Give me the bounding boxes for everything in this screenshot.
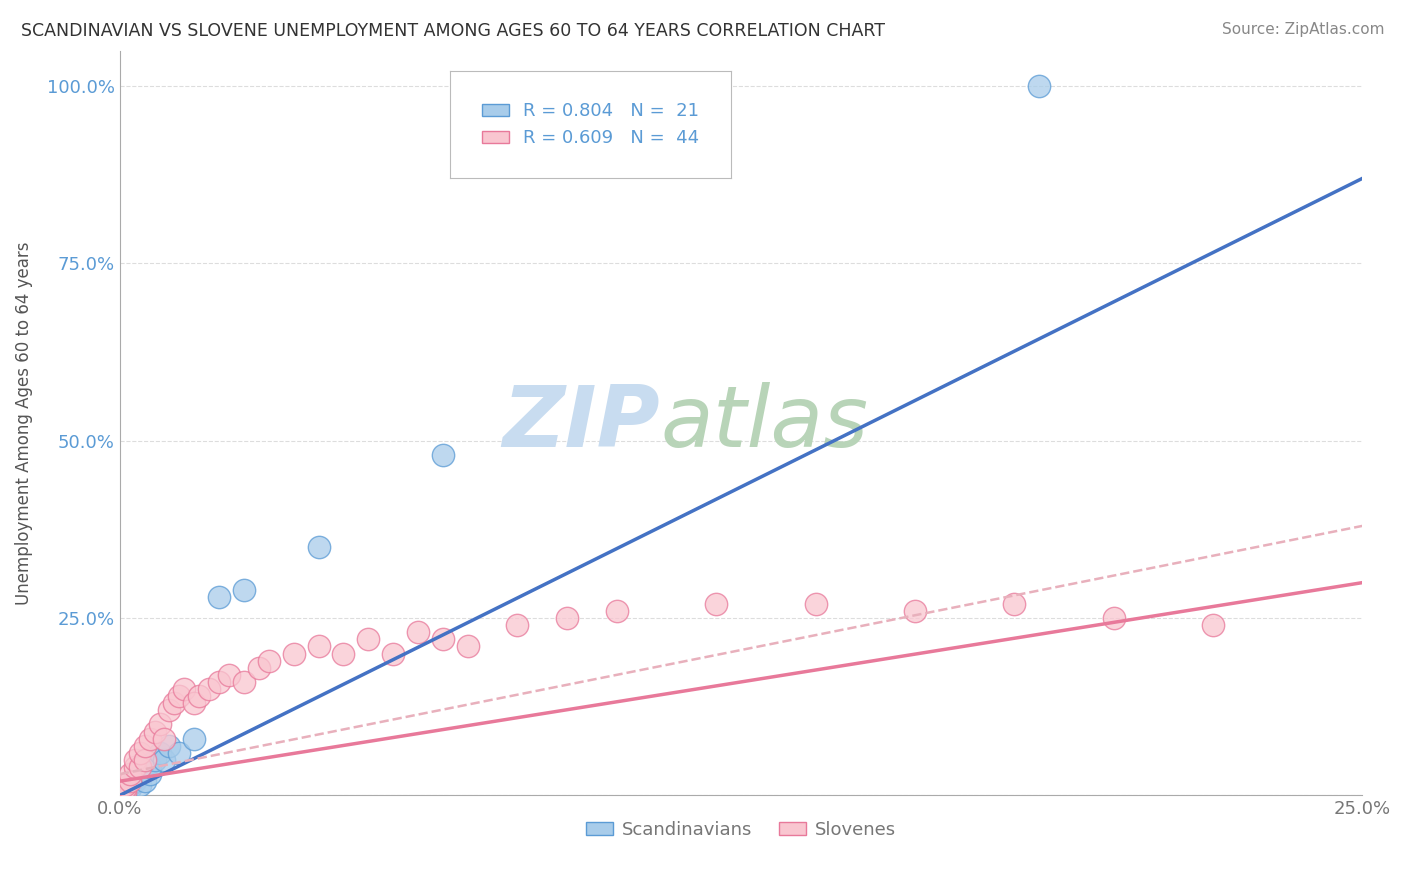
Point (308, 640, 330, 654)
Point (332, 647, 354, 661)
Point (153, 753, 176, 767)
Point (1004, 597, 1026, 611)
Point (128, 746, 150, 760)
Point (128, 760, 150, 774)
Point (704, 597, 727, 611)
Point (233, 582, 256, 597)
Point (138, 731, 160, 746)
Point (198, 681, 221, 696)
Point (283, 647, 305, 661)
Point (118, 774, 141, 789)
Point (169, 746, 191, 760)
Point (457, 640, 479, 654)
Point (233, 674, 256, 689)
Point (169, 689, 191, 703)
Point (114, 782, 136, 797)
Point (308, 540, 330, 554)
Point (1028, 79, 1050, 94)
Point (406, 625, 429, 640)
Point (138, 767, 160, 781)
Point (804, 597, 827, 611)
Point (208, 590, 231, 604)
Point (1102, 611, 1125, 625)
Point (134, 739, 156, 753)
Point (143, 753, 166, 767)
Point (159, 739, 181, 753)
Point (128, 778, 150, 792)
Point (257, 654, 280, 668)
Point (118, 781, 141, 796)
Point (153, 731, 176, 746)
Point (114, 785, 136, 799)
Point (114, 781, 136, 796)
Point (173, 681, 195, 696)
Legend: R = 0.804   N =  21, R = 0.609   N =  44: R = 0.804 N = 21, R = 0.609 N = 44 (474, 95, 707, 154)
Text: SCANDINAVIAN VS SLOVENE UNEMPLOYMENT AMONG AGES 60 TO 64 YEARS CORRELATION CHART: SCANDINAVIAN VS SLOVENE UNEMPLOYMENT AMO… (21, 22, 886, 40)
Point (114, 778, 136, 792)
Point (555, 611, 578, 625)
Point (247, 661, 270, 675)
Point (159, 703, 181, 717)
Point (183, 696, 205, 710)
Point (1202, 618, 1225, 632)
Point (134, 753, 156, 767)
Point (357, 632, 380, 647)
Point (118, 778, 141, 792)
Point (606, 604, 628, 618)
Point (506, 618, 529, 632)
Point (124, 774, 146, 789)
Point (114, 785, 136, 799)
Point (208, 674, 231, 689)
Point (218, 668, 240, 682)
Point (432, 448, 454, 462)
Point (134, 774, 156, 789)
Legend: Scandinavians, Slovenes: Scandinavians, Slovenes (578, 814, 904, 846)
Point (148, 746, 170, 760)
Point (118, 767, 141, 781)
Point (124, 760, 146, 774)
Text: Source: ZipAtlas.com: Source: ZipAtlas.com (1222, 22, 1385, 37)
Point (143, 724, 166, 739)
Point (904, 604, 927, 618)
Point (183, 731, 205, 746)
Point (148, 717, 170, 731)
Point (124, 753, 146, 767)
Y-axis label: Unemployment Among Ages 60 to 64 years: Unemployment Among Ages 60 to 64 years (15, 242, 32, 605)
Point (188, 689, 211, 703)
Point (138, 760, 160, 774)
Text: ZIP: ZIP (503, 382, 661, 465)
Point (163, 696, 186, 710)
Text: atlas: atlas (661, 382, 869, 465)
Point (382, 647, 405, 661)
Point (432, 632, 454, 647)
Point (124, 771, 146, 785)
